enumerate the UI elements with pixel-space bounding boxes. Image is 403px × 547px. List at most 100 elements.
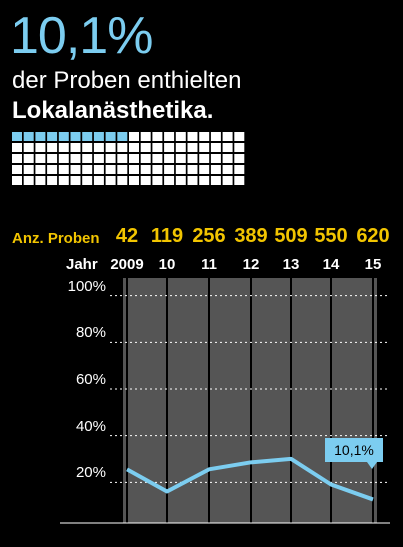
callout-pointer: [367, 462, 377, 469]
dot: [210, 176, 221, 185]
year-label: 11: [201, 256, 217, 273]
year-label: 10: [158, 256, 176, 273]
proben-count: 119: [150, 225, 184, 247]
dot: [82, 143, 93, 152]
dot: [187, 165, 198, 174]
dot: [70, 165, 81, 174]
dot-highlighted: [117, 132, 128, 141]
dot: [12, 143, 22, 152]
dot: [105, 165, 116, 174]
dot: [35, 176, 46, 185]
proben-count: 42: [115, 225, 139, 247]
dot: [234, 165, 245, 174]
dot: [12, 154, 22, 163]
dot: [152, 143, 163, 152]
dot-highlighted: [105, 132, 116, 141]
year-label: 12: [242, 256, 260, 273]
dot: [140, 143, 151, 152]
dot: [175, 154, 186, 163]
dot: [47, 176, 58, 185]
dot: [70, 143, 81, 152]
dot: [117, 154, 128, 163]
dot: [129, 176, 139, 185]
dot: [140, 176, 151, 185]
dot: [23, 143, 34, 152]
dot: [140, 132, 151, 141]
headline-line-1: der Proben enthielten: [12, 67, 242, 94]
year-label: 2009: [110, 256, 144, 273]
dot: [210, 165, 221, 174]
dot: [35, 143, 46, 152]
dot: [23, 176, 34, 185]
dot: [222, 165, 233, 174]
dot-highlighted: [82, 132, 93, 141]
dot: [58, 176, 69, 185]
dot-highlighted: [70, 132, 81, 141]
dot: [82, 154, 93, 163]
headline-value: 10,1%: [10, 7, 153, 65]
dot: [175, 176, 186, 185]
dot-highlighted: [12, 132, 22, 141]
headline-line-2: Lokalanästhetika.: [12, 97, 214, 124]
dot: [234, 132, 245, 141]
dot: [117, 165, 128, 174]
y-tick-label: 20%: [75, 464, 106, 482]
dot: [12, 165, 22, 174]
proben-count: 389: [234, 225, 268, 247]
dot: [129, 132, 139, 141]
dot: [199, 176, 210, 185]
dot: [105, 176, 116, 185]
dot: [164, 132, 175, 141]
dot: [234, 154, 245, 163]
dot: [222, 143, 233, 152]
dot: [152, 132, 163, 141]
y-tick-label: 40%: [75, 417, 106, 435]
dot: [187, 154, 198, 163]
dot: [164, 165, 175, 174]
last-value-callout: 10,1%: [325, 438, 383, 462]
dot: [105, 143, 116, 152]
year-label: 14: [322, 256, 340, 273]
dot: [23, 165, 34, 174]
dot: [199, 165, 210, 174]
dot-highlighted: [47, 132, 58, 141]
dot: [35, 154, 46, 163]
dot: [70, 154, 81, 163]
y-tick-label: 100%: [67, 277, 106, 295]
dot: [47, 143, 58, 152]
year-label: 15: [364, 256, 382, 273]
dot: [58, 154, 69, 163]
dot: [164, 154, 175, 163]
dot: [82, 165, 93, 174]
dot: [117, 143, 128, 152]
dot: [175, 132, 186, 141]
dot: [140, 154, 151, 163]
y-tick-label: 60%: [75, 371, 106, 388]
dot: [82, 176, 93, 185]
dot: [129, 165, 139, 174]
dot: [222, 176, 233, 185]
dot: [222, 154, 233, 163]
dot: [58, 143, 69, 152]
dot: [47, 154, 58, 163]
dot: [175, 165, 186, 174]
dot: [234, 143, 245, 152]
dot: [70, 176, 81, 185]
dot: [93, 154, 104, 163]
dot: [23, 154, 34, 163]
proben-count: 256: [192, 225, 226, 247]
dot: [93, 165, 104, 174]
dot: [152, 165, 163, 174]
dot: [210, 132, 221, 141]
dot: [222, 132, 233, 141]
dot: [210, 154, 221, 163]
dot: [58, 165, 69, 174]
proben-count: 620: [356, 225, 390, 247]
dot: [12, 176, 22, 185]
dot: [199, 154, 210, 163]
proben-count: 550: [314, 225, 348, 247]
dot: [93, 176, 104, 185]
dot: [175, 143, 186, 152]
dot: [152, 176, 163, 185]
